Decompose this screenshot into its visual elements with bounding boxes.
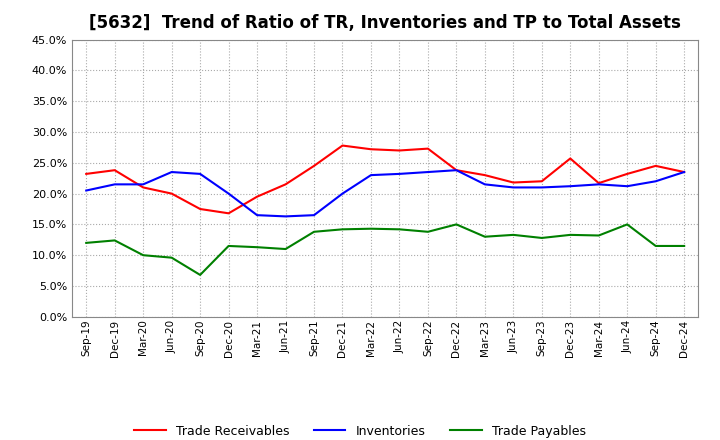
Line: Trade Receivables: Trade Receivables: [86, 146, 684, 213]
Inventories: [480, 182, 489, 187]
Trade Receivables: [395, 148, 404, 153]
Trade Payables: [395, 227, 404, 232]
Trade Receivables: [282, 182, 290, 187]
Title: [5632]  Trend of Ratio of TR, Inventories and TP to Total Assets: [5632] Trend of Ratio of TR, Inventories…: [89, 15, 681, 33]
Inventories: [395, 171, 404, 176]
Trade Payables: [110, 238, 119, 243]
Trade Payables: [595, 233, 603, 238]
Trade Payables: [338, 227, 347, 232]
Inventories: [310, 213, 318, 218]
Inventories: [623, 183, 631, 189]
Trade Payables: [566, 232, 575, 238]
Trade Payables: [537, 235, 546, 241]
Inventories: [139, 182, 148, 187]
Inventories: [167, 169, 176, 175]
Trade Receivables: [196, 206, 204, 212]
Trade Receivables: [139, 185, 148, 190]
Trade Receivables: [366, 147, 375, 152]
Trade Payables: [680, 243, 688, 249]
Line: Inventories: Inventories: [86, 170, 684, 216]
Trade Payables: [82, 240, 91, 246]
Inventories: [82, 188, 91, 193]
Trade Receivables: [225, 211, 233, 216]
Trade Payables: [225, 243, 233, 249]
Inventories: [452, 168, 461, 173]
Trade Receivables: [480, 172, 489, 178]
Trade Payables: [509, 232, 518, 238]
Trade Receivables: [338, 143, 347, 148]
Line: Trade Payables: Trade Payables: [86, 224, 684, 275]
Trade Payables: [139, 253, 148, 258]
Trade Payables: [452, 222, 461, 227]
Inventories: [680, 169, 688, 175]
Trade Payables: [282, 246, 290, 252]
Trade Payables: [623, 222, 631, 227]
Inventories: [110, 182, 119, 187]
Trade Payables: [167, 255, 176, 260]
Inventories: [537, 185, 546, 190]
Trade Receivables: [537, 179, 546, 184]
Trade Receivables: [509, 180, 518, 185]
Trade Payables: [423, 229, 432, 235]
Trade Payables: [310, 229, 318, 235]
Trade Payables: [196, 272, 204, 278]
Inventories: [652, 179, 660, 184]
Trade Payables: [480, 234, 489, 239]
Trade Payables: [652, 243, 660, 249]
Inventories: [366, 172, 375, 178]
Inventories: [338, 191, 347, 196]
Trade Receivables: [452, 168, 461, 173]
Inventories: [225, 191, 233, 196]
Trade Receivables: [167, 191, 176, 196]
Inventories: [509, 185, 518, 190]
Trade Receivables: [82, 171, 91, 176]
Trade Receivables: [110, 168, 119, 173]
Trade Receivables: [595, 180, 603, 186]
Inventories: [595, 182, 603, 187]
Trade Payables: [253, 245, 261, 250]
Inventories: [196, 171, 204, 176]
Trade Receivables: [423, 146, 432, 151]
Trade Receivables: [623, 171, 631, 176]
Inventories: [282, 214, 290, 219]
Trade Receivables: [310, 163, 318, 169]
Trade Receivables: [652, 163, 660, 169]
Trade Receivables: [566, 156, 575, 161]
Inventories: [566, 183, 575, 189]
Inventories: [423, 169, 432, 175]
Trade Receivables: [253, 194, 261, 199]
Trade Payables: [366, 226, 375, 231]
Trade Receivables: [680, 169, 688, 175]
Inventories: [253, 213, 261, 218]
Legend: Trade Receivables, Inventories, Trade Payables: Trade Receivables, Inventories, Trade Pa…: [130, 420, 590, 440]
